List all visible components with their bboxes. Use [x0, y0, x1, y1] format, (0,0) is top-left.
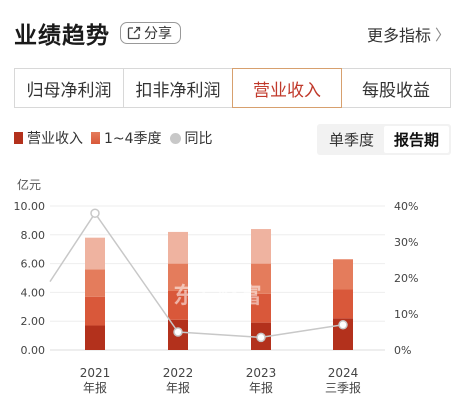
bar-segment [85, 325, 105, 350]
tab-eps[interactable]: 每股收益 [341, 68, 451, 108]
metric-tabs: 归母净利润 扣非净利润 营业收入 每股收益 [14, 68, 451, 108]
legend-label-yoy: 同比 [184, 131, 213, 147]
tab-operating-revenue[interactable]: 营业收入 [232, 68, 342, 108]
bar-segment [251, 263, 271, 294]
bar-segment [251, 293, 271, 323]
chart-legend: 营业收入 1~4季度 同比 [14, 128, 221, 148]
section-title: 业绩趋势 [14, 23, 110, 49]
bar-segment [333, 259, 353, 290]
legend-swatch-revenue [14, 132, 23, 144]
yoy-point [90, 208, 100, 218]
legend-item-yoy: 同比 [169, 128, 213, 148]
y2-tick-label: 20% [394, 272, 418, 285]
watermark-text: 东方财富 [173, 283, 261, 309]
y-tick-label: 2.00 [21, 315, 46, 328]
revenue-chart: 0.00 2.00 4.00 6.00 8.00 10.00 0% 10% 20% 30% 40% 东… [14, 200, 419, 395]
y-tick-label: 0.00 [21, 344, 46, 357]
single-quarter-option[interactable]: 单季度 [328, 131, 374, 149]
bar-segment [251, 229, 271, 264]
period-toggle: 单季度 报告期 [316, 124, 451, 155]
y-tick-label: 6.00 [21, 258, 46, 271]
tab-net-profit-attributable[interactable]: 归母净利润 [14, 68, 124, 108]
y-axis-unit: 亿元 [17, 178, 42, 192]
legend-swatch-yoy [169, 132, 181, 144]
x-tick-year: 2023 [246, 366, 277, 380]
report-period-option[interactable]: 报告期 [383, 126, 449, 153]
legend-label-quarters: 1~4季度 [104, 131, 162, 147]
y-tick-label: 10.00 [14, 200, 46, 213]
bar-segment [168, 231, 188, 264]
x-tick-year: 2022 [163, 366, 194, 380]
share-label: 分享 [144, 26, 172, 42]
bar-segment [85, 296, 105, 326]
y-tick-label: 4.00 [21, 286, 46, 299]
bar-segment [168, 263, 188, 291]
bar-segment [333, 289, 353, 319]
y-tick-label: 8.00 [21, 229, 46, 242]
yoy-point [338, 320, 348, 330]
x-tick-period: 年报 [83, 380, 107, 395]
bar-segment [168, 290, 188, 320]
legend-label-revenue: 营业收入 [27, 131, 83, 147]
chevron-right-icon: 〉 [434, 25, 450, 44]
header: 业绩趋势 分享 更多指标 〉 [14, 14, 450, 54]
y2-tick-label: 0% [394, 344, 411, 357]
legend-swatch-quarters [91, 132, 100, 144]
x-tick-period: 年报 [166, 380, 190, 395]
y2-tick-label: 40% [394, 200, 418, 213]
more-indicators-link[interactable]: 更多指标 〉 [367, 22, 450, 46]
y2-tick-label: 30% [394, 236, 418, 249]
bar-segment [85, 269, 105, 297]
yoy-point [173, 327, 183, 337]
y2-tick-label: 10% [394, 308, 418, 321]
tab-deducted-net-profit[interactable]: 扣非净利润 [123, 68, 233, 108]
legend-item-quarters: 1~4季度 [91, 128, 162, 148]
share-button[interactable]: 分享 [120, 22, 181, 44]
more-indicators-label: 更多指标 [366, 26, 431, 45]
share-icon [127, 26, 141, 40]
x-tick-period: 年报 [249, 380, 273, 395]
x-tick-year: 2021 [80, 366, 111, 380]
legend-item-revenue: 营业收入 [14, 128, 83, 148]
x-tick-period: 三季报 [325, 380, 361, 395]
x-tick-year: 2024 [328, 366, 359, 380]
yoy-point [256, 332, 266, 343]
bar-segment [85, 237, 105, 270]
